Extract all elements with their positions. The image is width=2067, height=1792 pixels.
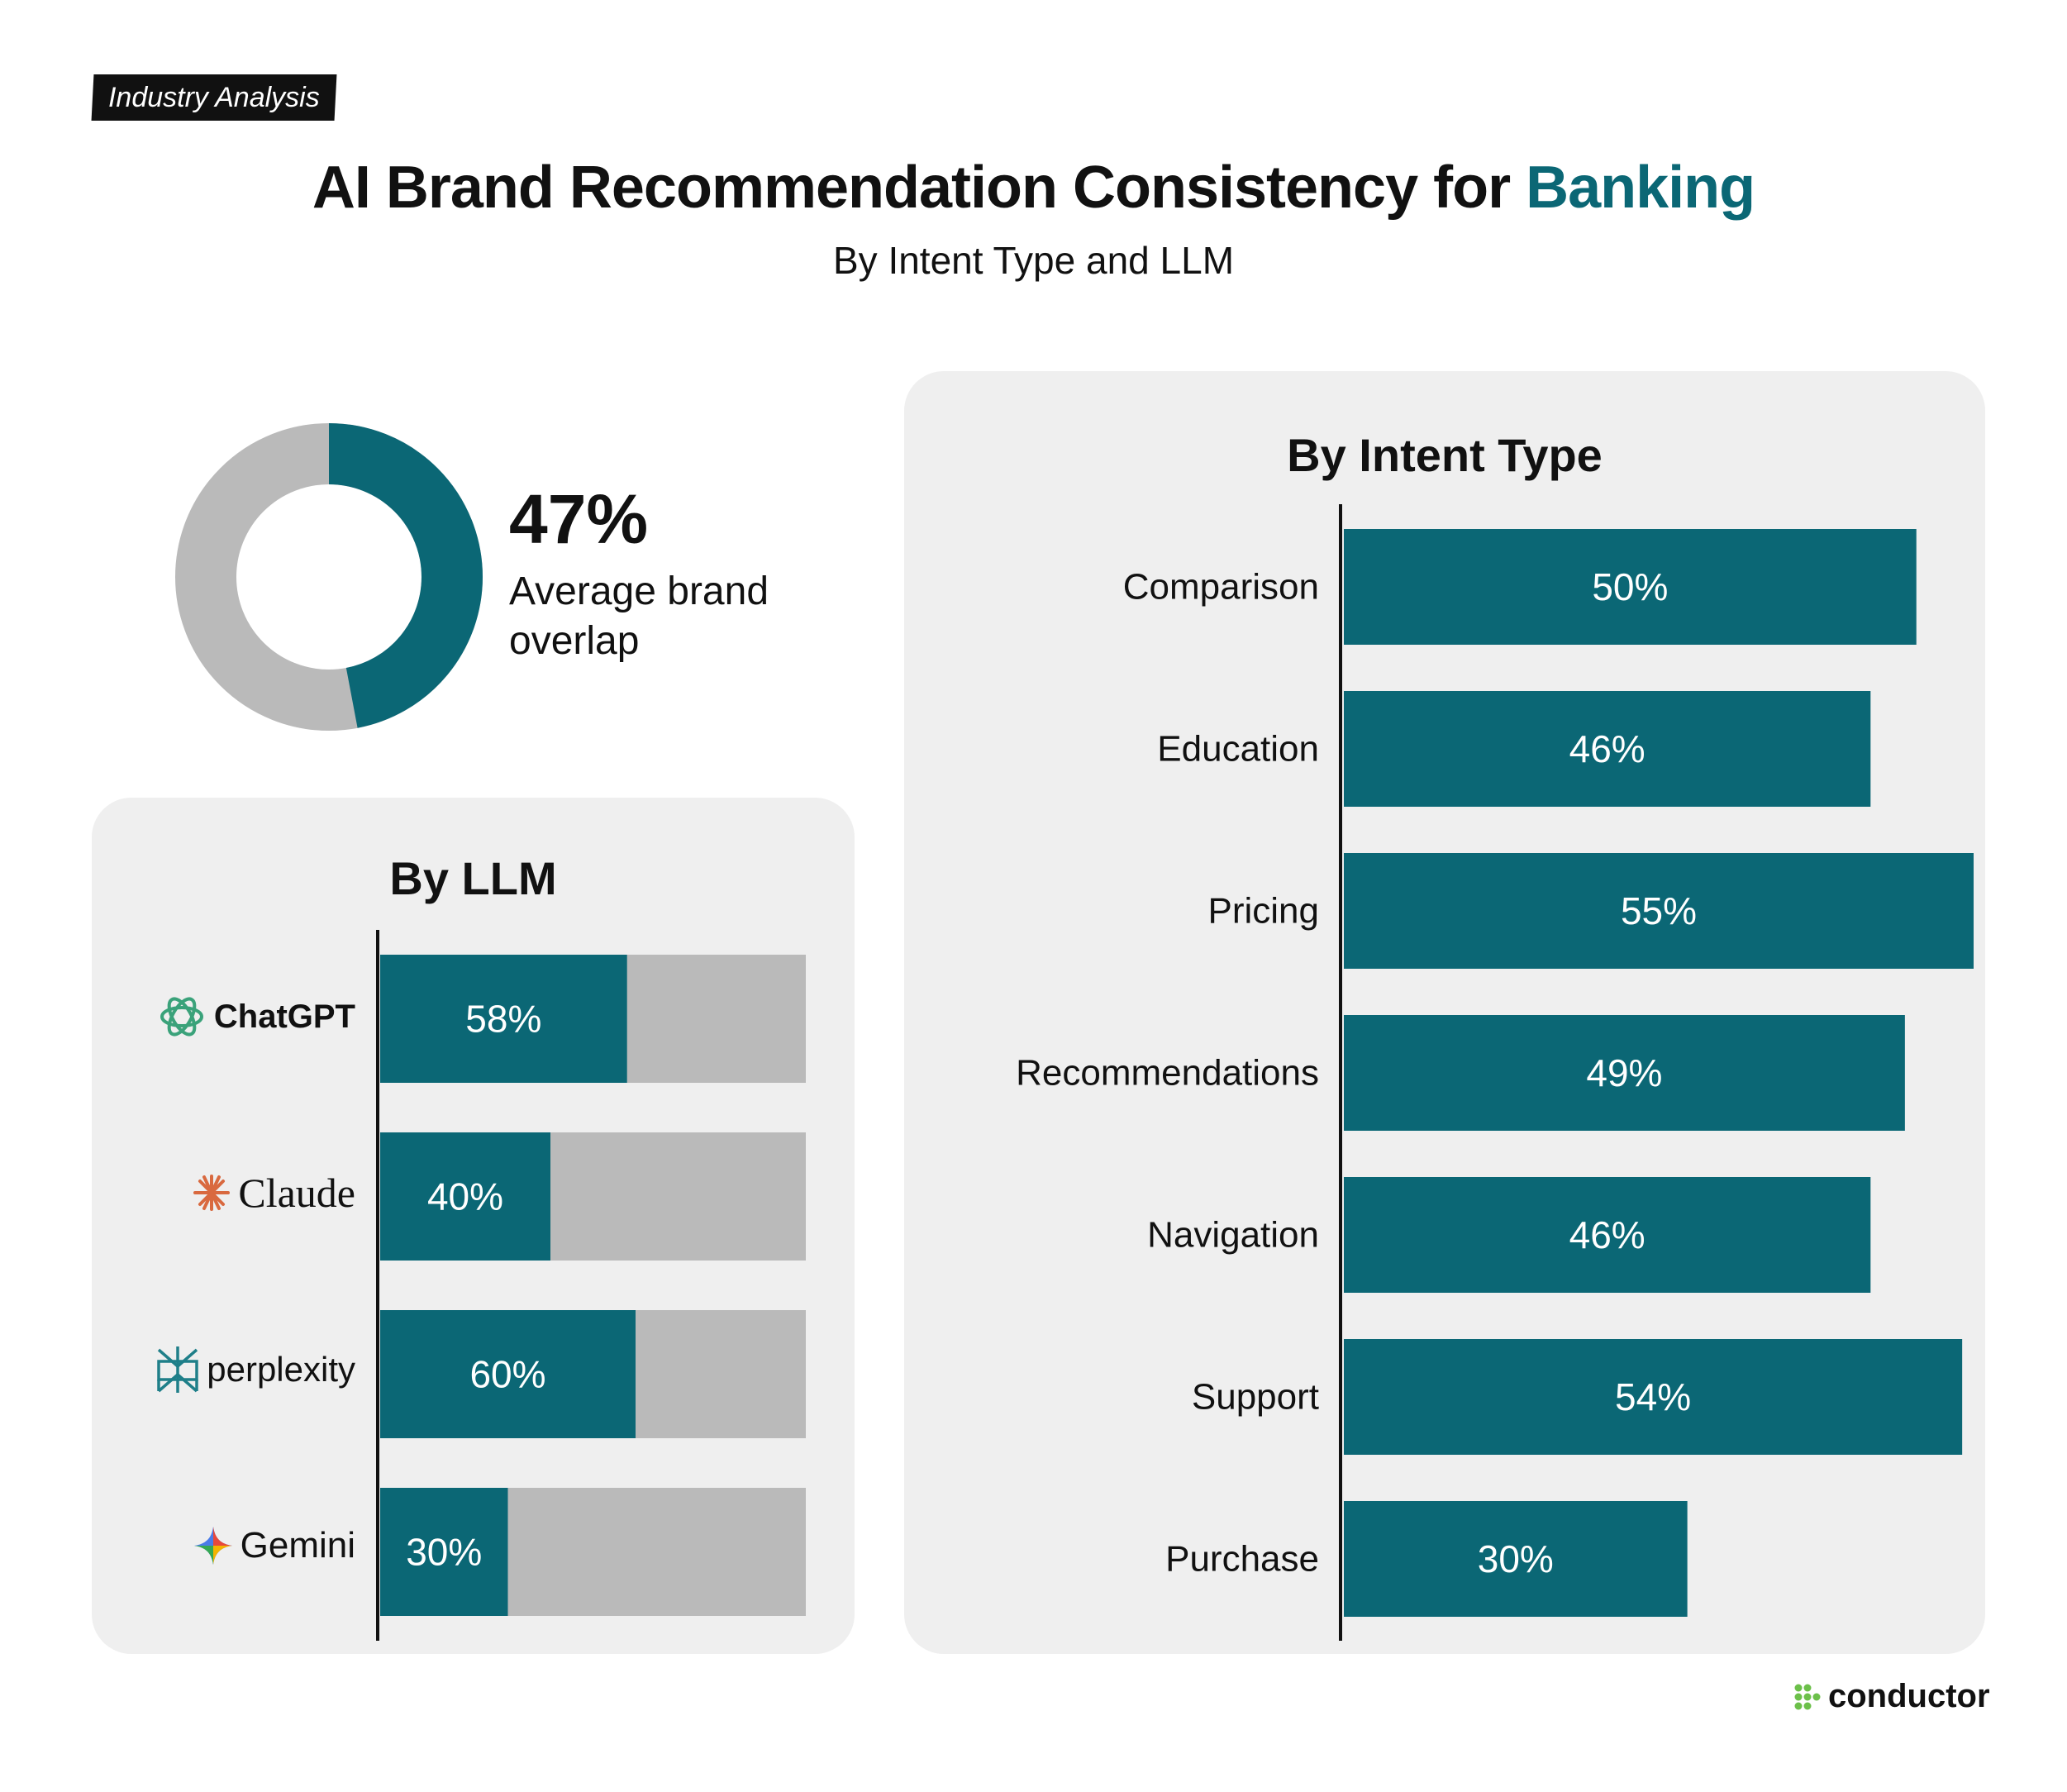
chatgpt-label: ChatGPT xyxy=(213,998,355,1035)
intent-bar xyxy=(1344,1339,1963,1455)
donut-slice-overlap xyxy=(175,423,483,731)
llm-bar-label: 60% xyxy=(469,1353,545,1396)
intent-bar-label: 49% xyxy=(1586,1051,1662,1094)
intent-bar-label: 55% xyxy=(1621,889,1697,932)
llm-bar xyxy=(380,1488,508,1616)
llm-bar xyxy=(380,1310,636,1438)
intent-category-label: Recommendations xyxy=(1016,1053,1319,1094)
intent-category-label: Purchase xyxy=(1165,1539,1319,1580)
intent-category-label: Support xyxy=(1192,1377,1319,1418)
gemini-label: Gemini xyxy=(240,1525,355,1566)
intent-bar xyxy=(1344,1177,1871,1293)
intent-bar xyxy=(1344,1501,1688,1617)
intent-category-label: Pricing xyxy=(1208,891,1320,932)
gemini-icon xyxy=(193,1527,232,1565)
intent-bar-label: 46% xyxy=(1569,1213,1646,1256)
average-overlap-label: Average brand overlap xyxy=(509,570,769,663)
by-llm-title: By LLM xyxy=(389,852,557,904)
llm-bar-label: 30% xyxy=(406,1531,482,1574)
brand-perplexity: perplexity xyxy=(124,1337,355,1403)
llm-bar-label: 40% xyxy=(427,1175,503,1218)
claude-label: Claude xyxy=(238,1170,355,1216)
brand-chatgpt: ChatGPT xyxy=(124,984,355,1050)
intent-bar-label: 30% xyxy=(1478,1537,1554,1580)
page-title: AI Brand Recommendation Consistency for … xyxy=(0,154,2067,222)
title-accent: Banking xyxy=(1526,155,1755,221)
intent-bar xyxy=(1344,691,1871,807)
brand-claude: Claude xyxy=(124,1160,355,1226)
intent-bar xyxy=(1344,1015,1905,1131)
intent-bar xyxy=(1344,853,1974,969)
perplexity-label: perplexity xyxy=(207,1350,355,1389)
intent-bar-label: 46% xyxy=(1569,727,1646,770)
chatgpt-icon xyxy=(160,997,203,1037)
by-intent-title: By Intent Type xyxy=(1287,429,1603,481)
llm-bar xyxy=(380,1132,550,1261)
conductor-logo: conductor xyxy=(1793,1678,1990,1715)
intent-bar-label: 50% xyxy=(1592,565,1668,608)
llm-bar xyxy=(380,955,627,1083)
intent-bar xyxy=(1344,529,1917,645)
claude-icon xyxy=(193,1175,231,1211)
intent-category-label: Comparison xyxy=(1123,567,1319,608)
average-overlap-value: 47% xyxy=(509,480,649,558)
intent-category-label: Navigation xyxy=(1147,1215,1319,1256)
intent-category-label: Education xyxy=(1157,729,1319,770)
title-main: AI Brand Recommendation Consistency for xyxy=(312,155,1526,221)
conductor-wordmark: conductor xyxy=(1828,1678,1990,1714)
donut-chart xyxy=(175,423,483,731)
page-subtitle: By Intent Type and LLM xyxy=(832,239,1235,282)
intent-bar-label: 54% xyxy=(1615,1375,1691,1418)
llm-bar-label: 58% xyxy=(465,998,541,1041)
brand-gemini: Gemini xyxy=(124,1513,355,1579)
perplexity-icon xyxy=(157,1346,198,1393)
conductor-dots-icon xyxy=(1794,1684,1821,1709)
